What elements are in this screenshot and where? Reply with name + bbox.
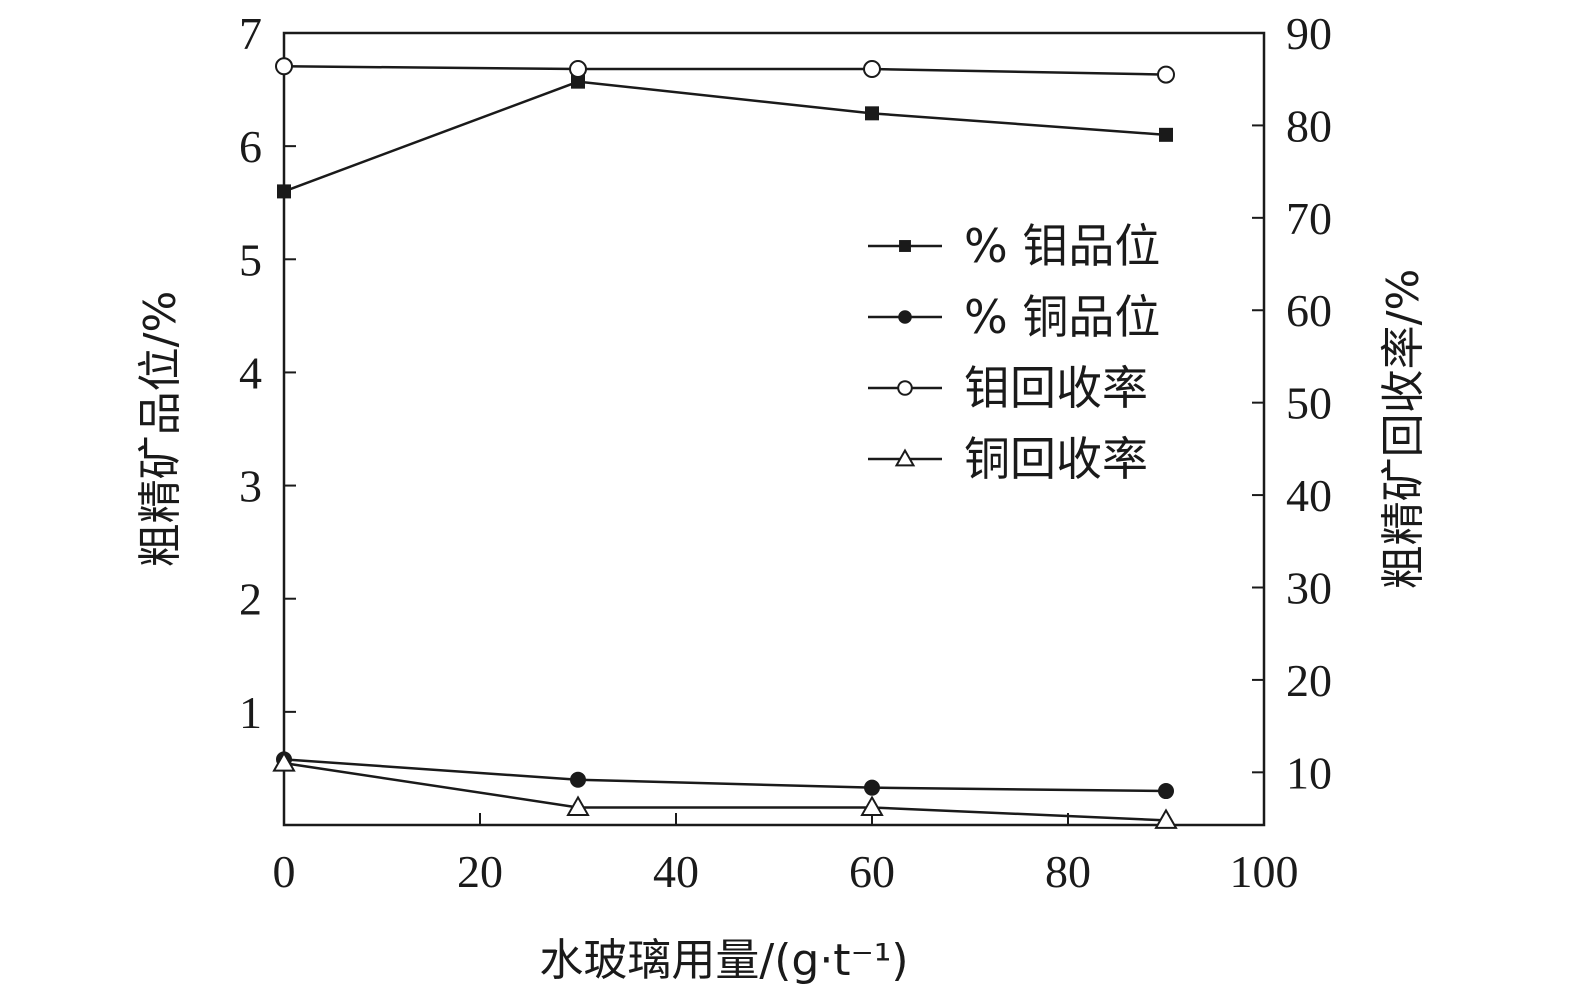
x-tick-label: 60 [849, 846, 895, 897]
y-left-tick-label: 5 [239, 234, 262, 285]
y-right-tick-label: 20 [1286, 655, 1332, 706]
y-left-axis-ticks: 1 2 3 4 5 6 7 [239, 8, 296, 738]
circle-marker [864, 779, 880, 796]
series-line [283, 65, 1167, 76]
y-right-axis-ticks: 10 20 30 40 50 60 70 80 90 [1252, 8, 1332, 798]
open-circle-marker [863, 60, 881, 79]
y-right-tick-label: 30 [1286, 562, 1332, 613]
x-axis-ticks: 0 20 40 60 80 100 [273, 813, 1299, 897]
legend-label: 铜回收率 [964, 432, 1148, 486]
x-tick-label: 0 [273, 846, 296, 897]
triangle-marker [860, 795, 884, 816]
y-left-tick-label: 3 [239, 461, 262, 512]
circle-marker [898, 310, 912, 324]
y-left-tick-label: 2 [239, 574, 262, 625]
circle-marker [570, 771, 586, 788]
y-right-tick-label: 90 [1286, 8, 1332, 59]
x-tick-label: 20 [457, 846, 503, 897]
series-layer [272, 57, 1178, 829]
open-circle-marker [897, 380, 913, 396]
y-right-tick-label: 50 [1286, 378, 1332, 429]
triangle-marker [272, 751, 296, 772]
series-line [283, 80, 1167, 193]
open-circle-marker [1157, 65, 1175, 84]
y-left-tick-label: 7 [239, 8, 262, 59]
y-left-tick-label: 4 [239, 347, 262, 398]
circle-marker [1158, 783, 1174, 800]
y-left-axis-title: 粗精矿品位/% [135, 291, 186, 568]
y-left-tick-label: 6 [239, 121, 262, 172]
plot-frame [282, 31, 1266, 827]
square-marker [899, 240, 911, 252]
triangle-marker [566, 795, 590, 816]
y-right-tick-label: 40 [1286, 470, 1332, 521]
triangle-marker [1154, 808, 1178, 829]
square-marker [865, 106, 879, 121]
legend-label: % 铜品位 [964, 290, 1160, 344]
y-right-tick-label: 70 [1286, 193, 1332, 244]
y-right-axis-title: 粗精矿回收率/% [1378, 269, 1429, 590]
x-tick-label: 80 [1045, 846, 1091, 897]
triangle-marker [894, 448, 916, 467]
square-marker [277, 184, 291, 199]
legend-label: 钼回收率 [964, 361, 1148, 415]
series-line [283, 761, 1167, 822]
y-right-tick-label: 60 [1286, 285, 1332, 336]
x-tick-label: 100 [1230, 846, 1299, 897]
square-marker [571, 74, 585, 89]
x-tick-label: 40 [653, 846, 699, 897]
y-right-tick-label: 80 [1286, 100, 1332, 151]
square-marker [1159, 127, 1173, 142]
y-right-tick-label: 10 [1286, 747, 1332, 798]
open-circle-marker [569, 60, 587, 79]
legend-label: % 钼品位 [964, 219, 1160, 273]
y-left-tick-label: 1 [239, 687, 262, 738]
series-line [283, 758, 1167, 793]
open-circle-marker [275, 57, 293, 76]
x-axis-title: 水玻璃用量/(g·t⁻¹) [539, 935, 908, 986]
